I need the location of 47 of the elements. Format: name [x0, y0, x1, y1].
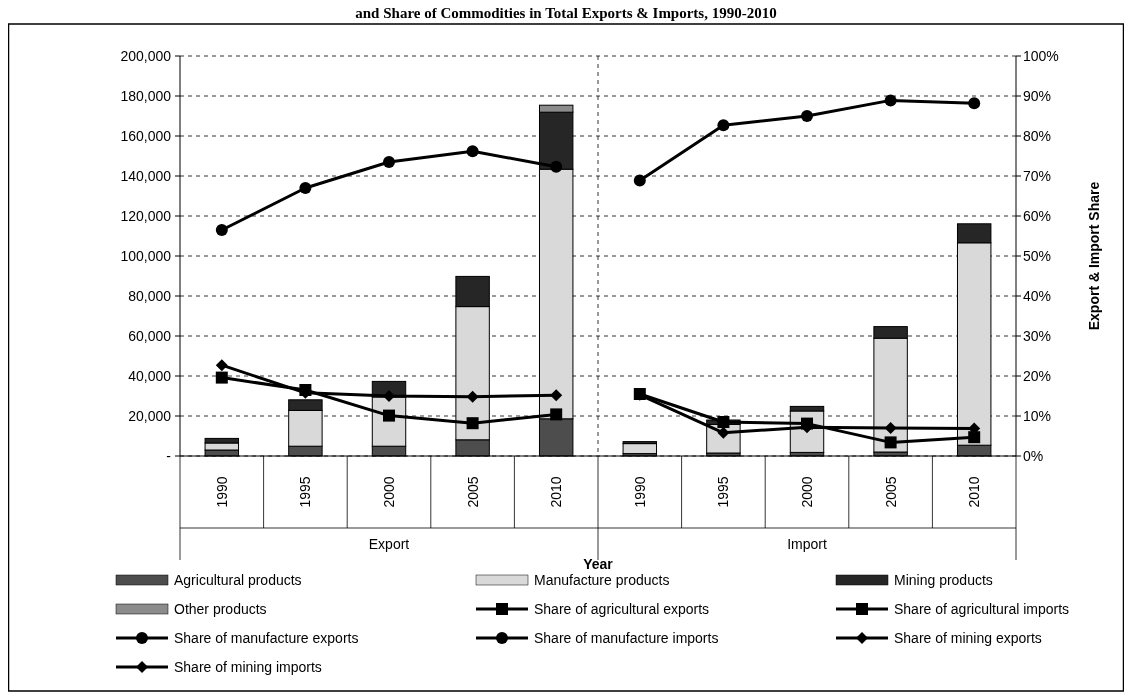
y2-tick-label: 90%	[1023, 88, 1052, 104]
x-tick-label: 1995	[297, 476, 314, 508]
x-tick-label: 1990	[631, 476, 648, 508]
y2-tick-label: 40%	[1023, 288, 1052, 304]
x-tick-label: 1995	[715, 476, 732, 508]
y2-axis-title: Export & Import Share	[1086, 181, 1102, 331]
y-tick-label: 80,000	[128, 288, 172, 304]
y-tick-label: 20,000	[128, 408, 172, 424]
legend-label: Mining products	[894, 572, 993, 588]
x-tick-label: 2000	[799, 476, 815, 508]
y-tick-label: 120,000	[120, 208, 172, 224]
legend-label: Share of mining exports	[894, 630, 1042, 646]
x-tick-label: 2000	[381, 476, 397, 508]
legend-label: Share of agricultural imports	[894, 601, 1070, 617]
y-tick-label: 200,000	[120, 48, 172, 64]
x-tick-label: 2005	[464, 476, 481, 508]
legend-label: Manufacture products	[534, 572, 670, 588]
x-tick-label: 1990	[213, 476, 230, 508]
y2-tick-label: 100%	[1023, 48, 1059, 64]
y-tick-label: 60,000	[128, 328, 172, 344]
x-tick-label: 2005	[882, 476, 899, 508]
x-tick-label: 2010	[966, 476, 983, 508]
y2-tick-label: 80%	[1023, 128, 1052, 144]
legend-label: Agricultural products	[174, 572, 302, 588]
legend-label: Share of mining imports	[174, 659, 322, 675]
y-tick-label: 140,000	[120, 168, 172, 184]
legend-label: Share of agricultural exports	[534, 601, 710, 617]
y2-tick-label: 0%	[1023, 448, 1044, 464]
y-tick-label: 40,000	[128, 368, 172, 384]
text: Import	[787, 536, 827, 552]
x-axis-title: Year	[583, 556, 614, 572]
y-tick-label: 160,000	[120, 128, 172, 144]
y2-tick-label: 30%	[1023, 328, 1052, 344]
y-tick-label: 180,000	[120, 88, 172, 104]
y-tick-label: -	[166, 448, 172, 464]
y2-tick-label: 20%	[1023, 368, 1052, 384]
y-tick-label: 100,000	[120, 248, 172, 264]
y2-tick-label: 50%	[1023, 248, 1052, 264]
x-tick-label: 2010	[548, 476, 565, 508]
text: Export	[368, 536, 410, 552]
legend-label: Share of manufacture exports	[174, 630, 359, 646]
chart-title: and Share of Commodities in Total Exports & Imports, 1990-2010	[355, 5, 777, 21]
legend-label: Share of manufacture imports	[534, 630, 719, 646]
y2-tick-label: 70%	[1023, 168, 1052, 184]
y2-tick-label: 60%	[1023, 208, 1052, 224]
y2-tick-label: 10%	[1023, 408, 1052, 424]
legend-label: Other products	[174, 601, 267, 617]
